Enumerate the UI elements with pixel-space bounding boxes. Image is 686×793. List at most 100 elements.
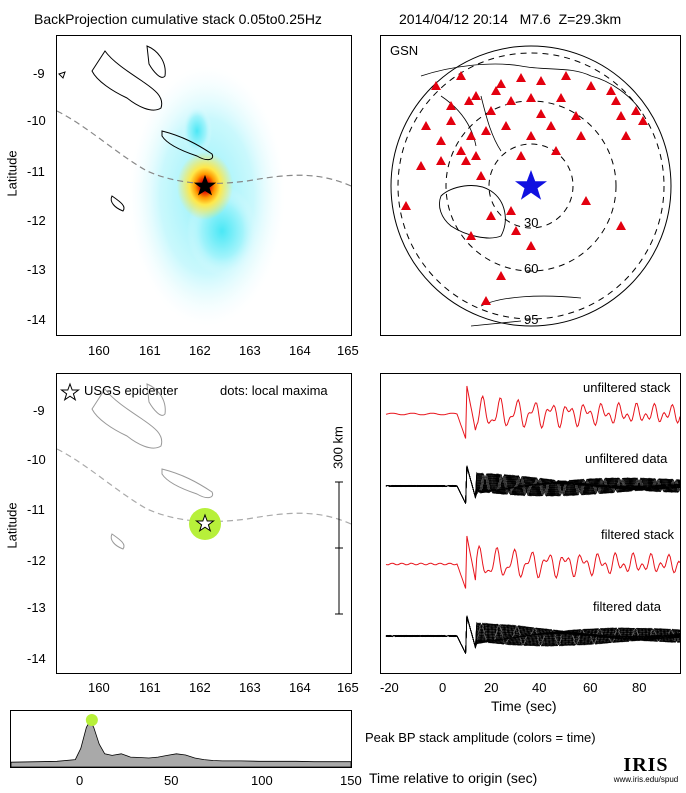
unfiltered-data-trace — [385, 465, 680, 504]
local-maxima-map: USGS epicenter dots: local maxima 300 km — [56, 373, 352, 674]
x-tick: 165 — [337, 680, 359, 695]
x-tick: 0 — [439, 680, 447, 695]
ring-30 — [488, 143, 574, 229]
label-unfiltered-stack: unfiltered stack — [583, 380, 671, 395]
label-filtered-stack: filtered stack — [601, 527, 674, 542]
station-triangle — [571, 111, 581, 120]
coastline — [58, 71, 66, 79]
station-triangle — [401, 201, 411, 210]
unfiltered-data-trace — [385, 465, 680, 504]
stack-amplitude-area — [11, 720, 351, 767]
globe-outline — [390, 45, 672, 327]
peak-marker — [85, 714, 98, 726]
network-label: GSN — [390, 43, 419, 58]
x-tick: 20 — [484, 680, 499, 695]
y-tick: -14 — [27, 312, 46, 327]
station-triangle — [536, 76, 546, 85]
station-triangle — [561, 71, 571, 80]
ring-label-30: 30 — [524, 215, 539, 230]
x-tick: 163 — [239, 680, 261, 695]
station-triangle — [606, 86, 616, 95]
y-tick: -10 — [27, 113, 46, 128]
label-filtered-data: filtered data — [593, 599, 661, 614]
station-triangle — [556, 93, 566, 102]
x-tick: 161 — [139, 680, 161, 695]
station-triangle — [481, 296, 491, 305]
top-map-ylabel: Latitude — [4, 150, 20, 197]
filtered-data-trace — [385, 615, 680, 654]
y-tick: -13 — [27, 600, 46, 615]
y-tick: -11 — [27, 502, 45, 517]
scale-label: 300 km — [330, 426, 346, 469]
station-triangle — [501, 121, 511, 130]
waveform-panel: unfiltered stack unfiltered data filtere… — [380, 373, 681, 674]
y-tick: -9 — [33, 403, 45, 418]
station-triangle — [536, 109, 546, 118]
station-map-svg — [390, 45, 672, 327]
station-triangle — [616, 111, 626, 120]
station-triangle — [586, 81, 596, 90]
iris-logo-url: www.iris.edu/spud — [613, 775, 679, 784]
x-tick: 40 — [532, 680, 547, 695]
station-triangle — [621, 131, 631, 140]
station-markers — [401, 71, 648, 305]
coastline — [91, 388, 163, 449]
epicenter-star — [194, 513, 216, 533]
station-triangle — [486, 211, 496, 220]
x-tick: 50 — [164, 773, 179, 788]
x-tick: 60 — [583, 680, 598, 695]
station-triangle — [616, 221, 626, 230]
x-tick: -20 — [380, 680, 399, 695]
station-map: GSN 30 60 95 — [380, 35, 681, 336]
event-info: 2014/04/12 20:14 M7.6 Z=29.3km — [399, 11, 622, 27]
station-triangle — [446, 101, 456, 110]
x-tick: 163 — [239, 343, 261, 358]
station-triangle — [526, 241, 536, 250]
station-triangle — [436, 136, 446, 145]
station-triangle — [471, 91, 481, 100]
y-tick: -11 — [27, 164, 45, 179]
station-triangle — [466, 131, 476, 140]
station-triangle — [496, 271, 506, 280]
epicenter-star — [193, 174, 217, 196]
y-tick: -13 — [27, 262, 46, 277]
station-triangle — [511, 226, 521, 235]
station-triangle — [481, 126, 491, 135]
x-tick: 165 — [337, 343, 359, 358]
coastline — [110, 533, 125, 550]
x-tick: 162 — [189, 680, 211, 695]
station-triangle — [464, 96, 474, 105]
station-triangle — [551, 146, 561, 155]
station-triangle — [486, 106, 496, 115]
x-tick: 80 — [632, 680, 647, 695]
x-tick: 164 — [289, 343, 311, 358]
stack-panel-label: Peak BP stack amplitude (colors = time) — [365, 730, 596, 745]
legend-dots-label: dots: local maxima — [220, 383, 328, 398]
y-tick: -9 — [33, 66, 45, 81]
station-triangle — [446, 116, 456, 125]
y-tick: -14 — [27, 651, 46, 666]
station-triangle — [506, 96, 516, 105]
station-triangle — [436, 156, 446, 165]
station-triangle — [611, 96, 621, 105]
y-tick: -10 — [27, 452, 46, 467]
unfiltered-stack-trace — [385, 385, 680, 439]
x-tick: 0 — [76, 773, 84, 788]
coastline — [439, 185, 506, 239]
station-triangle — [496, 79, 506, 88]
station-triangle — [631, 106, 641, 115]
waveform-xlabel: Time (sec) — [491, 698, 557, 714]
filtered-data-trace — [385, 615, 680, 654]
local-maxima-svg — [57, 382, 351, 615]
stack-xlabel: Time relative to origin (sec) — [369, 770, 538, 786]
coastline — [110, 195, 125, 212]
iris-logo-text: IRIS — [623, 754, 669, 776]
energy-lobe-north — [182, 106, 212, 156]
station-triangle — [456, 146, 466, 155]
station-triangle — [416, 161, 426, 170]
label-unfiltered-data: unfiltered data — [585, 451, 668, 466]
x-tick: 161 — [139, 343, 161, 358]
station-triangle — [526, 131, 536, 140]
coastline — [146, 383, 166, 416]
station-triangle — [466, 231, 476, 240]
